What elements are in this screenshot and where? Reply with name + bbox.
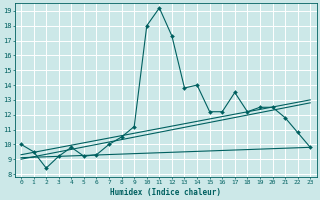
X-axis label: Humidex (Indice chaleur): Humidex (Indice chaleur) <box>110 188 221 197</box>
